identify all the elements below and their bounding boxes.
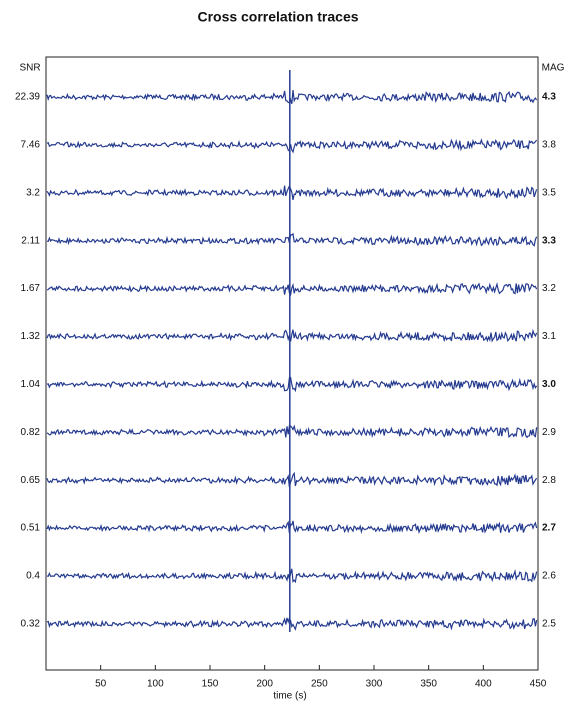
mag-label: 3.8 (542, 140, 556, 151)
trace (46, 232, 538, 247)
x-tick-label: 50 (95, 679, 107, 690)
x-tick-label: 150 (202, 679, 219, 690)
trace (46, 471, 538, 488)
mag-label: 2.9 (542, 427, 556, 438)
left-axis-label: SNR (19, 63, 40, 74)
snr-label: 22.39 (15, 92, 40, 103)
trace (46, 184, 538, 201)
mag-label: 2.8 (542, 475, 556, 486)
trace (46, 90, 538, 104)
snr-label: 0.4 (26, 571, 40, 582)
x-tick-label: 200 (256, 679, 273, 690)
right-axis-label: MAG (542, 63, 565, 74)
trace (46, 376, 538, 393)
mag-label: 2.5 (542, 619, 556, 630)
mag-label: 3.2 (542, 283, 556, 294)
snr-label: 1.32 (21, 331, 41, 342)
x-axis-label: time (s) (273, 691, 306, 702)
x-tick-label: 400 (475, 679, 492, 690)
x-tick-label: 250 (311, 679, 328, 690)
mag-label: 2.7 (542, 523, 556, 534)
plot-frame (45, 56, 539, 671)
mag-label: 4.3 (542, 92, 556, 103)
x-tick-label: 100 (147, 679, 164, 690)
mag-label: 3.3 (542, 235, 556, 246)
mag-label: 2.6 (542, 571, 556, 582)
snr-label: 0.82 (21, 427, 41, 438)
trace (46, 282, 538, 296)
snr-label: 0.65 (21, 475, 41, 486)
trace (46, 328, 538, 343)
x-tick-label: 300 (366, 679, 383, 690)
trace (46, 424, 538, 439)
trace (46, 520, 538, 535)
snr-label: 7.46 (21, 140, 41, 151)
x-tick-label: 450 (530, 679, 547, 690)
snr-label: 0.32 (21, 619, 41, 630)
snr-label: 0.51 (21, 523, 41, 534)
trace (46, 616, 538, 631)
mag-label: 3.0 (542, 379, 556, 390)
x-tick-label: 350 (420, 679, 437, 690)
mag-label: 3.5 (542, 187, 556, 198)
snr-label: 1.04 (21, 379, 41, 390)
trace (46, 138, 538, 154)
snr-label: 1.67 (21, 283, 41, 294)
snr-label: 3.2 (26, 187, 40, 198)
snr-label: 2.11 (21, 235, 40, 246)
mag-label: 3.1 (542, 331, 556, 342)
chart-title: Cross correlation traces (197, 9, 358, 25)
trace (46, 568, 538, 584)
